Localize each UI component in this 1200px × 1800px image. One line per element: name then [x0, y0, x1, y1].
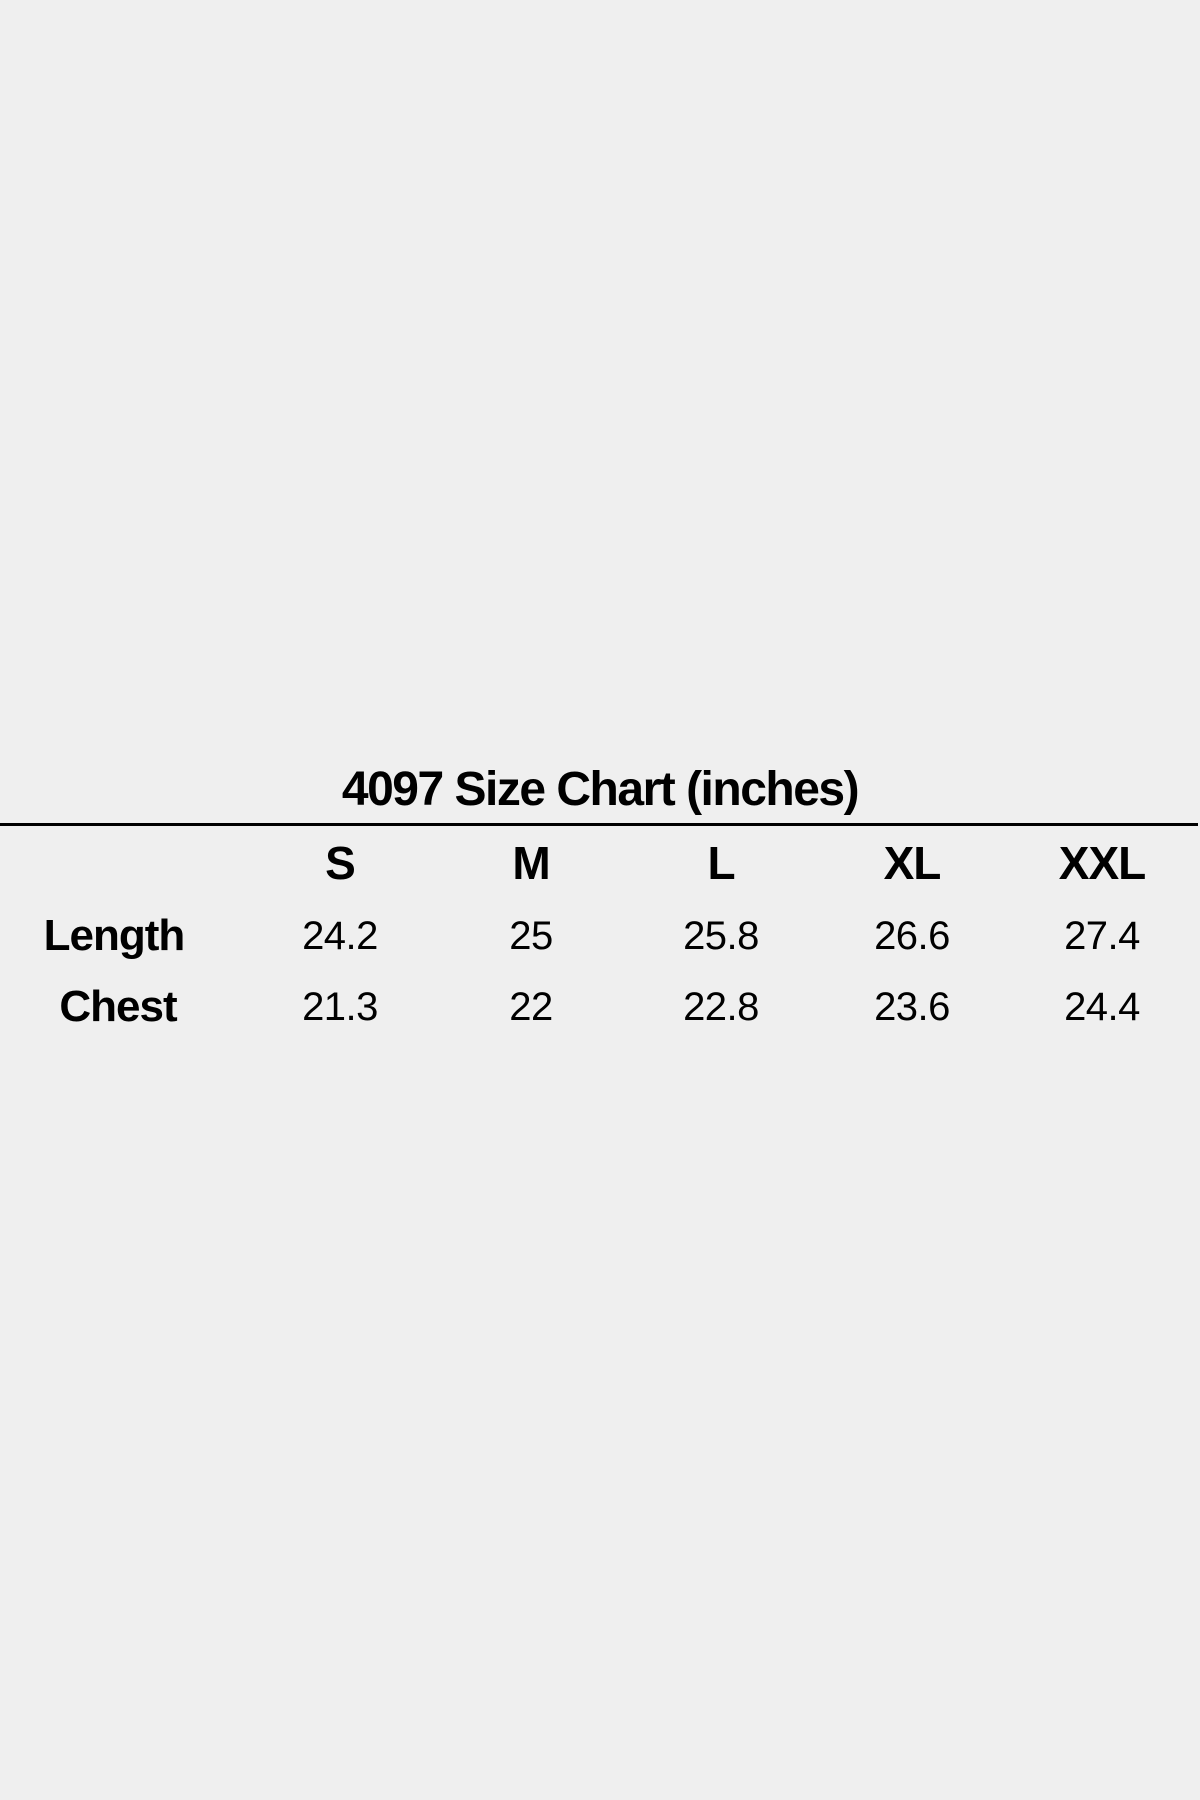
table-cell: 26.6 — [874, 914, 950, 958]
column-header-xl: XL — [883, 837, 942, 889]
table-cell: 22.8 — [683, 985, 759, 1029]
size-chart-title: 4097 Size Chart (inches) — [341, 763, 860, 816]
table-cell: 25 — [509, 914, 553, 958]
table-cell: 25.8 — [683, 914, 759, 958]
row-label-chest: Chest — [59, 982, 177, 1031]
table-cell: 21.3 — [302, 985, 378, 1029]
column-header-s: S — [325, 837, 356, 889]
table-cell: 22 — [509, 985, 553, 1029]
column-header-xxl: XXL — [1058, 837, 1146, 889]
column-header-m: M — [512, 837, 550, 889]
table-cell: 24.4 — [1064, 985, 1140, 1029]
column-header-l: L — [707, 837, 735, 889]
table-cell: 27.4 — [1064, 914, 1140, 958]
title-divider — [0, 823, 1198, 826]
table-cell: 23.6 — [874, 985, 950, 1029]
row-label-length: Length — [43, 911, 186, 960]
table-cell: 24.2 — [302, 914, 378, 958]
